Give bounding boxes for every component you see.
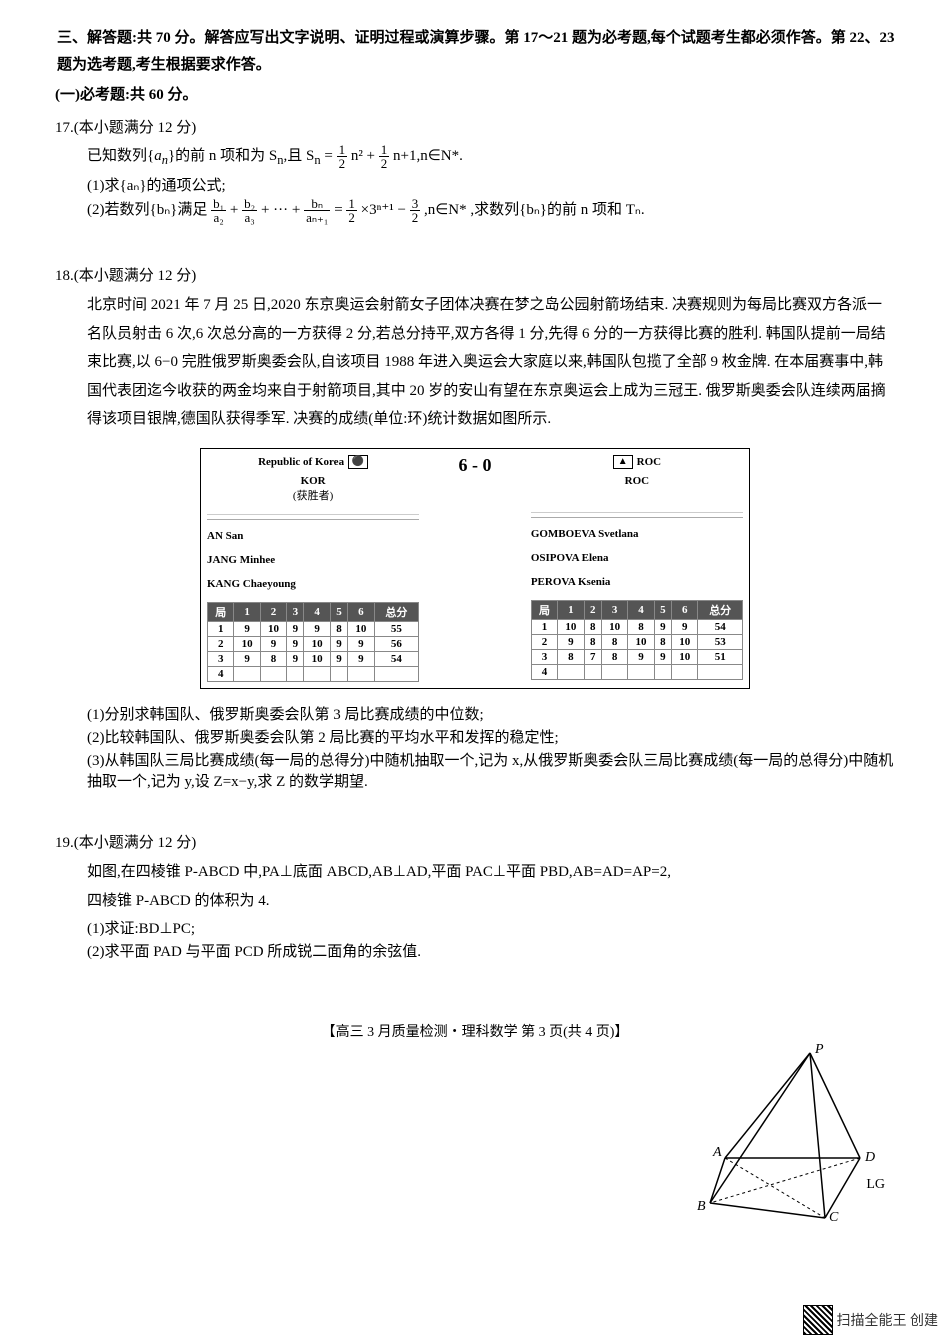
kor-panel: Republic of Korea ⚫ KOR (获胜者) AN San JAN… — [201, 449, 425, 689]
q18-sub1: (1)分别求韩国队、俄罗斯奥委会队第 3 局比赛成绩的中位数; — [55, 703, 895, 724]
q18-body: 北京时间 2021 年 7 月 25 日,2020 东京奥运会射箭女子团体决赛在… — [55, 291, 895, 434]
player: OSIPOVA Elena — [531, 546, 743, 570]
footer-mark: LG — [866, 1177, 885, 1193]
q17-sub1: (1)求{aₙ}的通项公式; — [55, 174, 895, 195]
roc-table: 局123456总分1108108995429881081053387899105… — [531, 600, 743, 680]
text: 已知数列{ — [87, 148, 154, 164]
text: = — [334, 202, 346, 218]
roc-code: ROC — [625, 475, 649, 487]
q17-header: 17.(本小题满分 12 分) — [55, 116, 895, 137]
pyramid-label-a: A — [712, 1145, 722, 1160]
roc-flag-icon: ▲ — [613, 455, 633, 469]
score-center: 6 - 0 — [425, 449, 525, 689]
kor-flag-icon: ⚫ — [348, 455, 368, 469]
q18-header: 18.(本小题满分 12 分) — [55, 264, 895, 285]
scoreboard: Republic of Korea ⚫ KOR (获胜者) AN San JAN… — [200, 448, 750, 690]
player: PEROVA Ksenia — [531, 570, 743, 594]
player: KANG Chaeyoung — [207, 572, 419, 596]
player: GOMBOEVA Svetlana — [531, 522, 743, 546]
roc-players: GOMBOEVA Svetlana OSIPOVA Elena PEROVA K… — [531, 517, 743, 595]
text: ,且 S — [284, 148, 315, 164]
player: JANG Minhee — [207, 548, 419, 572]
pyramid-label-p: P — [814, 1043, 824, 1057]
pyramid-diagram: P A D B C — [685, 1043, 885, 1223]
scan-text: 扫描全能王 创建 — [837, 1310, 939, 1330]
text: = — [321, 148, 337, 164]
kor-country: Republic of Korea — [258, 456, 344, 468]
subsection-heading: (一)必考题:共 60 分。 — [55, 83, 895, 104]
q19-body: 如图,在四棱锥 P-ABCD 中,PA⊥底面 ABCD,AB⊥AD,平面 PAC… — [55, 858, 895, 915]
pyramid-label-d: D — [864, 1150, 875, 1165]
pyramid-label-b: B — [697, 1199, 706, 1214]
player: AN San — [207, 524, 419, 548]
kor-players: AN San JANG Minhee KANG Chaeyoung — [207, 519, 419, 597]
text: }的前 n 项和为 S — [168, 148, 277, 164]
kor-note: (获胜者) — [293, 487, 333, 503]
section-heading: 三、解答题:共 70 分。解答应写出文字说明、证明过程或演算步骤。第 17～21… — [55, 25, 895, 79]
qr-icon — [803, 1305, 833, 1335]
kor-table: 局123456总分1910998105521099109956398910995… — [207, 602, 419, 682]
kor-code: KOR — [301, 475, 326, 487]
text: + — [230, 202, 242, 218]
pyramid-label-c: C — [829, 1210, 839, 1223]
roc-panel: ▲ ROC ROC GOMBOEVA Svetlana OSIPOVA Elen… — [525, 449, 749, 689]
text: ,n∈N* ,求数列{bₙ}的前 n 项和 Tₙ. — [424, 202, 645, 218]
text: + ··· + — [261, 202, 304, 218]
scan-mark: 扫描全能王 创建 — [803, 1305, 939, 1335]
q19-sub2: (2)求平面 PAD 与平面 PCD 所成锐二面角的余弦值. — [55, 940, 895, 961]
q17-sub2: (2)若数列{bₙ}满足 b₁a₂ + b₂a₃ + ··· + bₙaₙ₊₁ … — [55, 197, 895, 224]
q18-sub2: (2)比较韩国队、俄罗斯奥委会队第 2 局比赛的平均水平和发挥的稳定性; — [55, 726, 895, 747]
page-footer: 【高三 3 月质量检测・理科数学 第 3 页(共 4 页)】 — [55, 1021, 895, 1041]
roc-country: ROC — [637, 456, 661, 468]
q17-line1: 已知数列{an}的前 n 项和为 Sn,且 Sn = 12 n² + 12 n+… — [55, 143, 895, 170]
text: n² + — [351, 148, 379, 164]
text: n+1,n∈N*. — [393, 148, 463, 164]
text: ×3ⁿ⁺¹ − — [361, 202, 410, 218]
text: (2)若数列{bₙ}满足 — [87, 202, 207, 218]
q18-sub3: (3)从韩国队三局比赛成绩(每一局的总得分)中随机抽取一个,记为 x,从俄罗斯奥… — [55, 749, 895, 791]
q19-header: 19.(本小题满分 12 分) — [55, 831, 895, 852]
q19-sub1: (1)求证:BD⊥PC; — [55, 917, 895, 938]
